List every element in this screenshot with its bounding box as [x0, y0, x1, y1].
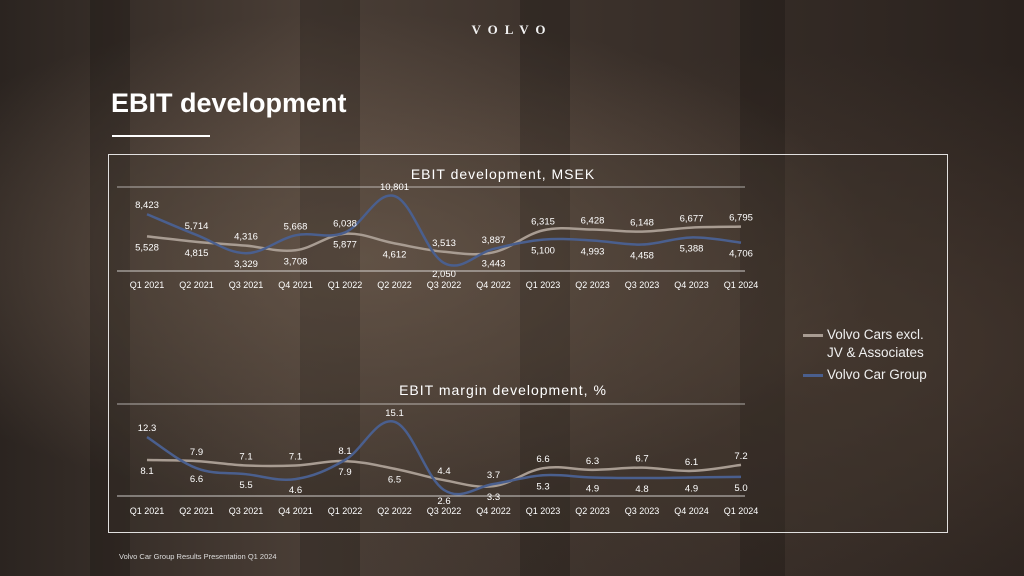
chart-msek-series-line-excl	[146, 225, 742, 256]
chart-margin-tick-label: Q2 2022	[377, 506, 412, 516]
chart-margin-tick-label: Q2 2021	[179, 506, 214, 516]
chart-msek-tick-label: Q2 2023	[575, 280, 610, 290]
footer-text: Volvo Car Group Results Presentation Q1 …	[119, 552, 277, 561]
chart-margin-data-label: 7.2	[734, 451, 747, 462]
chart-msek-data-label: 6,677	[680, 214, 704, 225]
chart-margin-data-label: 6.6	[536, 454, 549, 465]
chart-msek-data-label: 6,795	[729, 213, 753, 224]
chart-msek-tick-label: Q2 2022	[377, 280, 412, 290]
chart-msek-data-label: 5,388	[680, 243, 704, 254]
chart-msek-data-label: 3,708	[284, 256, 308, 267]
legend-item-excl: Volvo Cars excl. JV & Associates	[803, 326, 962, 362]
chart-margin-tick-label: Q4 2022	[476, 506, 511, 516]
legend-swatch-group	[803, 374, 823, 377]
chart-msek-data-label: 4,815	[185, 248, 209, 259]
chart-msek-tick-label: Q4 2023	[674, 280, 709, 290]
chart-margin-series-line-excl	[146, 458, 742, 488]
chart-msek-data-label: 5,714	[185, 221, 209, 232]
chart-margin-data-label: 7.9	[190, 447, 203, 458]
chart-margin-tick-label: Q4 2024	[674, 506, 709, 516]
chart-margin-data-label: 4.6	[289, 485, 302, 496]
chart-margin-data-label: 6.6	[190, 474, 203, 485]
chart-margin-tick-label: Q3 2023	[625, 506, 660, 516]
chart-msek-data-label: 6,038	[333, 218, 357, 229]
chart-margin-data-label: 6.1	[685, 457, 698, 468]
chart-msek-data-label: 4,612	[383, 249, 407, 260]
chart-margin-tick-label: Q4 2021	[278, 506, 313, 516]
chart-margin-tick-label: Q2 2023	[575, 506, 610, 516]
chart-margin-data-label: 4.9	[586, 483, 599, 494]
chart-msek-data-label: 2,050	[432, 269, 456, 280]
chart-margin-data-label: 12.3	[138, 423, 157, 434]
chart-msek-tick-label: Q3 2022	[427, 280, 462, 290]
legend-swatch-excl	[803, 334, 823, 337]
chart-msek-data-label: 6,148	[630, 218, 654, 229]
chart-margin-data-label: 4.9	[685, 483, 698, 494]
chart-margin-series-line-group	[146, 420, 742, 496]
chart-msek-data-label: 4,993	[581, 246, 605, 257]
legend-label-excl: Volvo Cars excl. JV & Associates	[827, 327, 924, 360]
chart-msek-data-label: 6,315	[531, 216, 555, 227]
chart-margin-data-label: 3.7	[487, 470, 500, 481]
chart-margin-tick-label: Q1 2023	[526, 506, 561, 516]
chart-msek-title: EBIT development, MSEK	[411, 166, 595, 182]
chart-margin-tick-label: Q3 2021	[229, 506, 264, 516]
chart-margin-data-label: 2.6	[437, 496, 450, 507]
legend: Volvo Cars excl. JV & Associates Volvo C…	[803, 326, 962, 388]
chart-msek-data-label: 3,329	[234, 259, 258, 270]
chart-margin-data-label: 5.0	[734, 483, 747, 494]
chart-msek-tick-label: Q3 2021	[229, 280, 264, 290]
chart-msek-tick-label: Q1 2023	[526, 280, 561, 290]
chart-msek-tick-label: Q1 2022	[328, 280, 363, 290]
chart-msek-data-label: 3,887	[482, 235, 506, 246]
chart-margin-data-label: 7.1	[289, 451, 302, 462]
chart-margin-data-label: 8.1	[140, 466, 153, 477]
chart-msek-tick-label: Q4 2021	[278, 280, 313, 290]
chart-margin-data-label: 6.7	[635, 454, 648, 465]
chart-msek-data-label: 5,528	[135, 242, 159, 253]
chart-margin-data-label: 4.8	[635, 484, 648, 495]
chart-margin-title: EBIT margin development, %	[399, 382, 607, 398]
chart-panel	[108, 154, 948, 533]
chart-msek-tick-label: Q1 2024	[724, 280, 759, 290]
chart-msek-data-label: 4,458	[630, 251, 654, 262]
chart-msek-data-label: 5,877	[333, 240, 357, 251]
chart-msek-data-label: 4,316	[234, 232, 258, 243]
legend-label-group: Volvo Car Group	[827, 367, 927, 382]
chart-margin-data-label: 5.3	[536, 481, 549, 492]
chart-margin-data-label: 3.3	[487, 492, 500, 503]
chart-margin-data-label: 4.4	[437, 466, 450, 477]
chart-msek-tick-label: Q4 2022	[476, 280, 511, 290]
chart-margin-tick-label: Q1 2021	[130, 506, 165, 516]
chart-margin-tick-label: Q1 2024	[724, 506, 759, 516]
title-underline	[112, 135, 210, 137]
chart-margin-data-label: 7.1	[239, 451, 252, 462]
chart-margin-data-label: 5.5	[239, 480, 252, 491]
chart-margin-data-label: 6.3	[586, 456, 599, 467]
chart-margin-data-label: 15.1	[385, 408, 404, 419]
chart-msek-data-label: 3,443	[482, 258, 506, 269]
chart-msek-data-label: 5,100	[531, 246, 555, 257]
chart-msek-tick-label: Q2 2021	[179, 280, 214, 290]
chart-margin-data-label: 7.9	[338, 467, 351, 478]
chart-msek-tick-label: Q3 2023	[625, 280, 660, 290]
chart-msek-data-label: 3,513	[432, 238, 456, 249]
chart-margin-data-label: 6.5	[388, 475, 401, 486]
chart-msek-data-label: 5,668	[284, 221, 308, 232]
chart-msek-data-label: 6,428	[581, 215, 605, 226]
chart-msek-tick-label: Q1 2021	[130, 280, 165, 290]
volvo-logo: VOLVO	[471, 22, 553, 37]
page-title: EBIT development	[111, 88, 347, 118]
chart-msek-data-label: 8,423	[135, 200, 159, 211]
legend-item-group: Volvo Car Group	[803, 366, 962, 384]
chart-msek-data-label: 4,706	[729, 249, 753, 260]
chart-margin-tick-label: Q3 2022	[427, 506, 462, 516]
chart-margin-tick-label: Q1 2022	[328, 506, 363, 516]
chart-margin-data-label: 8.1	[338, 446, 351, 457]
chart-msek-series-line-group	[146, 194, 742, 267]
chart-msek-data-label: 10,801	[380, 182, 409, 193]
